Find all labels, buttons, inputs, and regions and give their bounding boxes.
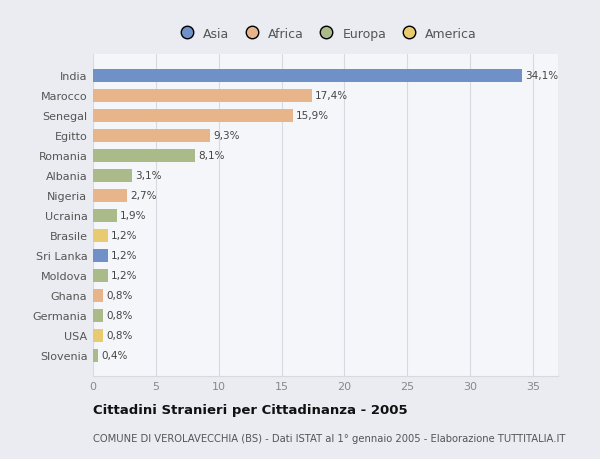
- Bar: [93, 249, 108, 262]
- Text: 0,8%: 0,8%: [106, 310, 133, 320]
- Bar: [93, 349, 98, 362]
- Text: 15,9%: 15,9%: [296, 111, 329, 121]
- Text: 3,1%: 3,1%: [135, 171, 161, 181]
- Text: 1,2%: 1,2%: [111, 251, 138, 261]
- Bar: [93, 309, 103, 322]
- Bar: [93, 329, 103, 342]
- Text: 0,8%: 0,8%: [106, 330, 133, 340]
- Bar: [93, 209, 117, 222]
- Bar: [93, 150, 195, 162]
- Bar: [93, 269, 108, 282]
- Bar: [93, 189, 127, 202]
- Text: 1,2%: 1,2%: [111, 270, 138, 280]
- Bar: [93, 70, 521, 83]
- Bar: [93, 229, 108, 242]
- Bar: [93, 289, 103, 302]
- Text: 1,2%: 1,2%: [111, 231, 138, 241]
- Legend: Asia, Africa, Europa, America: Asia, Africa, Europa, America: [169, 23, 482, 46]
- Text: 34,1%: 34,1%: [524, 71, 558, 81]
- Text: 17,4%: 17,4%: [315, 91, 348, 101]
- Text: 0,4%: 0,4%: [101, 350, 128, 360]
- Text: 0,8%: 0,8%: [106, 291, 133, 301]
- Bar: [93, 169, 132, 182]
- Bar: [93, 129, 210, 142]
- Text: 2,7%: 2,7%: [130, 191, 157, 201]
- Text: Cittadini Stranieri per Cittadinanza - 2005: Cittadini Stranieri per Cittadinanza - 2…: [93, 403, 407, 416]
- Bar: [93, 90, 311, 102]
- Bar: [93, 110, 293, 123]
- Text: 1,9%: 1,9%: [120, 211, 146, 221]
- Text: COMUNE DI VEROLAVECCHIA (BS) - Dati ISTAT al 1° gennaio 2005 - Elaborazione TUTT: COMUNE DI VEROLAVECCHIA (BS) - Dati ISTA…: [93, 433, 565, 442]
- Text: 8,1%: 8,1%: [198, 151, 224, 161]
- Text: 9,3%: 9,3%: [213, 131, 239, 141]
